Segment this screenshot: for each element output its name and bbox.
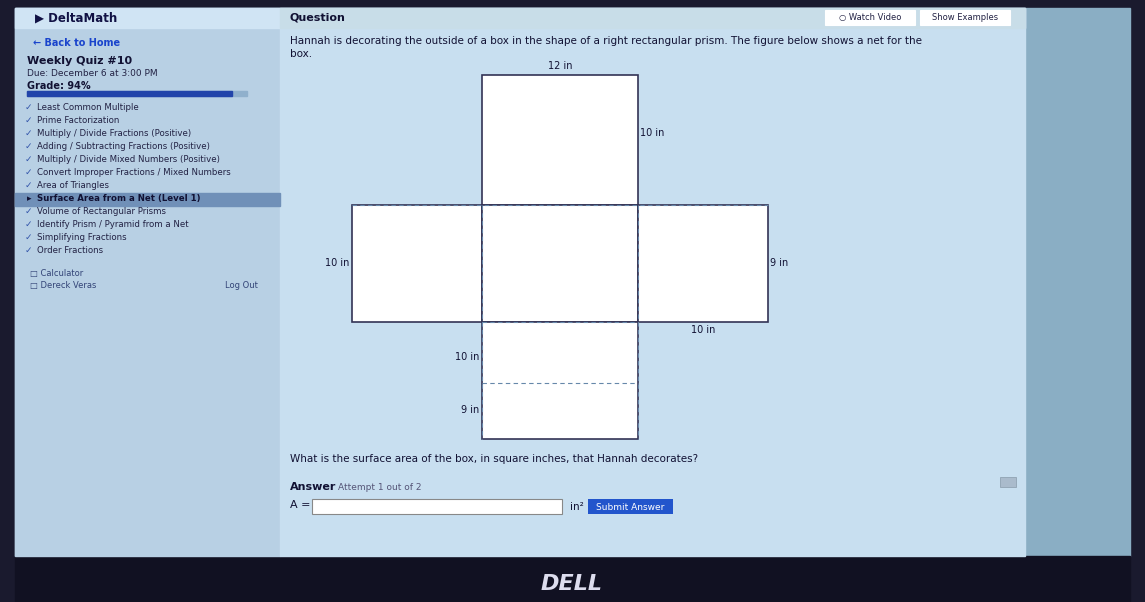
- Text: Adding / Subtracting Fractions (Positive): Adding / Subtracting Fractions (Positive…: [37, 142, 210, 151]
- Text: 10 in: 10 in: [325, 258, 349, 268]
- Bar: [482, 322, 638, 439]
- Bar: [482, 75, 638, 205]
- Bar: [311, 499, 562, 514]
- Text: Surface Area from a Net (Level 1): Surface Area from a Net (Level 1): [37, 194, 200, 203]
- Text: Log Out: Log Out: [226, 281, 258, 290]
- Text: ✓: ✓: [25, 246, 32, 255]
- Text: 10 in: 10 in: [690, 325, 716, 335]
- Bar: [352, 205, 482, 322]
- Text: 9 in: 9 in: [769, 258, 788, 268]
- Text: Submit Answer: Submit Answer: [595, 503, 664, 512]
- Text: Question: Question: [290, 13, 346, 23]
- Text: ← Back to Home: ← Back to Home: [33, 38, 120, 48]
- Text: Simplifying Fractions: Simplifying Fractions: [37, 233, 127, 242]
- Text: ▶ DeltaMath: ▶ DeltaMath: [35, 11, 117, 25]
- Text: Hannah is decorating the outside of a box in the shape of a right rectangular pr: Hannah is decorating the outside of a bo…: [290, 36, 922, 46]
- Text: Answer: Answer: [290, 482, 337, 492]
- Text: □ Calculator: □ Calculator: [30, 269, 84, 278]
- Text: Weekly Quiz #10: Weekly Quiz #10: [27, 56, 132, 66]
- Text: ▸: ▸: [27, 194, 32, 203]
- Bar: [15, 8, 1025, 556]
- Text: Attempt 1 out of 2: Attempt 1 out of 2: [338, 483, 421, 492]
- Text: □ Dereck Veras: □ Dereck Veras: [30, 281, 96, 290]
- Text: Order Fractions: Order Fractions: [37, 246, 103, 255]
- Bar: [27, 91, 247, 96]
- Bar: [638, 205, 768, 322]
- Bar: [15, 8, 281, 556]
- Text: Due: December 6 at 3:00 PM: Due: December 6 at 3:00 PM: [27, 69, 158, 78]
- Bar: [281, 8, 1025, 556]
- Text: ✓: ✓: [25, 155, 32, 164]
- Bar: [15, 193, 281, 206]
- Text: 10 in: 10 in: [640, 128, 664, 138]
- Bar: [1000, 477, 1016, 487]
- Text: Multiply / Divide Fractions (Positive): Multiply / Divide Fractions (Positive): [37, 129, 191, 138]
- Text: ✓: ✓: [25, 220, 32, 229]
- Text: ✓: ✓: [25, 103, 32, 112]
- Text: ✓: ✓: [25, 129, 32, 138]
- Text: in²: in²: [570, 502, 584, 512]
- Text: ✓: ✓: [25, 168, 32, 177]
- Text: Show Examples: Show Examples: [932, 13, 998, 22]
- Bar: [281, 8, 1025, 28]
- Text: 12 in: 12 in: [547, 61, 572, 71]
- Text: ✓: ✓: [25, 207, 32, 216]
- Bar: [15, 8, 1025, 28]
- Text: What is the surface area of the box, in square inches, that Hannah decorates?: What is the surface area of the box, in …: [290, 454, 698, 464]
- Text: Multiply / Divide Mixed Numbers (Positive): Multiply / Divide Mixed Numbers (Positiv…: [37, 155, 220, 164]
- Text: ○ Watch Video: ○ Watch Video: [839, 13, 901, 22]
- Text: Least Common Multiple: Least Common Multiple: [37, 103, 139, 112]
- Text: Volume of Rectangular Prisms: Volume of Rectangular Prisms: [37, 207, 166, 216]
- Text: Grade: 94%: Grade: 94%: [27, 81, 90, 91]
- Text: Area of Triangles: Area of Triangles: [37, 181, 109, 190]
- Text: Identify Prism / Pyramid from a Net: Identify Prism / Pyramid from a Net: [37, 220, 189, 229]
- Bar: [919, 10, 1010, 25]
- Bar: [1025, 8, 1130, 556]
- Text: box.: box.: [290, 49, 313, 59]
- Text: ✓: ✓: [25, 233, 32, 242]
- Text: ✓: ✓: [25, 181, 32, 190]
- Text: ✓: ✓: [25, 142, 32, 151]
- Text: A =: A =: [290, 500, 310, 510]
- Bar: [589, 499, 673, 514]
- Text: Prime Factorization: Prime Factorization: [37, 116, 119, 125]
- Text: 10 in: 10 in: [455, 352, 479, 362]
- Text: ✓: ✓: [25, 116, 32, 125]
- Bar: [826, 10, 915, 25]
- Text: 9 in: 9 in: [460, 405, 479, 415]
- Bar: [27, 91, 232, 96]
- Bar: [482, 205, 638, 322]
- Text: DELL: DELL: [540, 574, 603, 594]
- Text: Convert Improper Fractions / Mixed Numbers: Convert Improper Fractions / Mixed Numbe…: [37, 168, 231, 177]
- Bar: [15, 556, 1130, 602]
